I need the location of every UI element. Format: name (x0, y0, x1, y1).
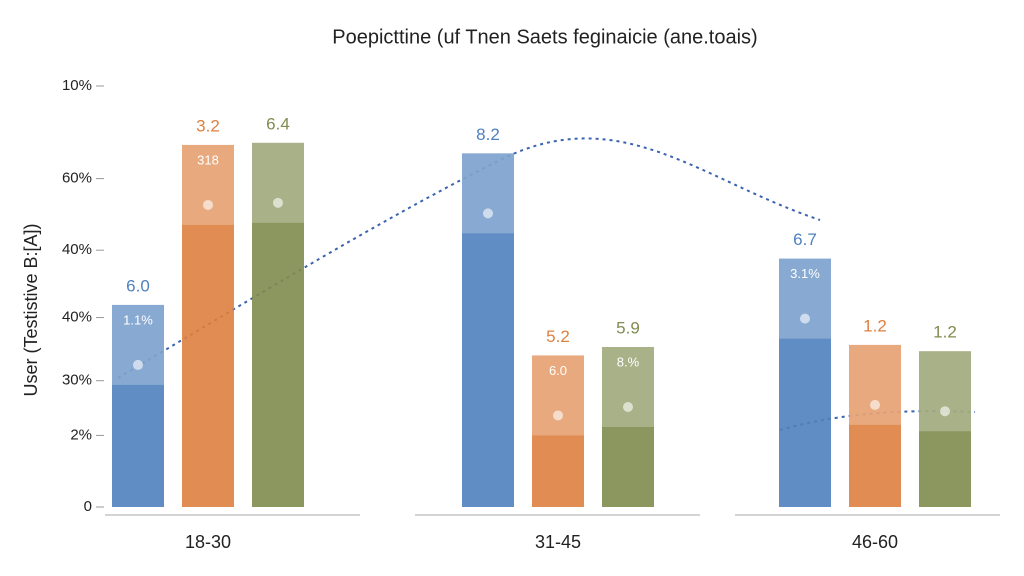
bar (849, 344, 901, 507)
bar-highlight (252, 142, 304, 223)
y-tick-label: 40% (62, 241, 92, 258)
y-axis-label: User (Testistive B:[A]) (21, 223, 41, 396)
bar (602, 347, 654, 507)
y-tick-label: 10% (62, 77, 92, 94)
bar-highlight (532, 355, 584, 436)
decor-dot (203, 199, 213, 210)
bar-label: 6.0 (126, 276, 150, 295)
decor-dot (553, 410, 563, 421)
y-tick-label: 60% (62, 170, 92, 187)
trend-line (117, 137, 821, 379)
bar-highlight (919, 351, 971, 432)
bar (779, 258, 831, 507)
inner-label: 1.1% (123, 312, 153, 327)
y-tick-label: 40% (62, 309, 92, 326)
y-tick-label: 0 (84, 498, 92, 515)
bar-label: 5.2 (546, 327, 570, 346)
bar-highlight (462, 153, 514, 234)
bar-label: 3.2 (196, 116, 220, 135)
bar-highlight (182, 144, 234, 225)
x-tick-label: 18-30 (185, 532, 231, 552)
decor-dot (623, 402, 633, 413)
bar (919, 351, 971, 507)
decor-dot (940, 406, 950, 417)
bar-label: 6.4 (266, 114, 290, 133)
bar (112, 304, 164, 507)
decor-dot (800, 313, 810, 324)
x-tick-label: 31-45 (535, 532, 581, 552)
inner-label: 318 (197, 152, 219, 167)
bar-label: 8.2 (476, 125, 500, 144)
bar (532, 355, 584, 507)
x-tick-label: 46-60 (852, 532, 898, 552)
decor-dot (870, 399, 880, 410)
bar-label: 1.2 (863, 316, 887, 335)
bar-label: 1.2 (933, 323, 957, 342)
bar-highlight (779, 258, 831, 339)
inner-label: 8.% (617, 354, 640, 369)
bar-label: 5.9 (616, 319, 640, 338)
inner-label: 6.0 (549, 363, 567, 378)
bar-highlight (602, 347, 654, 428)
y-tick-label: 2% (70, 426, 92, 443)
decor-dot (133, 359, 143, 370)
bar-highlight (849, 344, 901, 425)
y-tick-label: 30% (62, 372, 92, 389)
bar-label: 6.7 (793, 230, 817, 249)
chart-title: Poepicttine (uf Tnen Saets feginaicie (a… (332, 26, 757, 48)
inner-label: 3.1% (790, 266, 820, 281)
decor-dot (483, 208, 493, 219)
decor-dot (273, 197, 283, 208)
bar-highlight (112, 304, 164, 385)
